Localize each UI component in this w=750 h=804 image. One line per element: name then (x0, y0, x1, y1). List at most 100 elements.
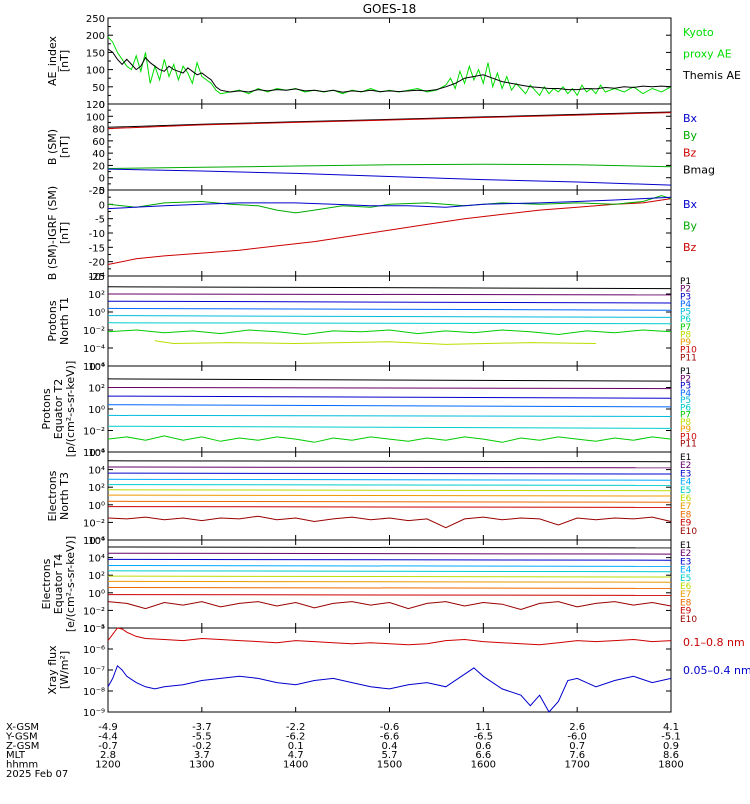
series-line-en-e5 (107, 484, 672, 486)
y-tick-label-xray: 10⁻⁸ (83, 687, 105, 698)
y-axis-label-ae: [nT] (58, 50, 71, 72)
y-axis-label-pe: [p/(cm²-s-sr-keV)] (64, 361, 77, 458)
y-tick-label-ae: 50 (92, 83, 105, 94)
legend-pe-p1: P1 (680, 367, 691, 377)
legend-bigrf-bx: Bx (683, 198, 698, 211)
y-tick-label-b: 0 (99, 174, 105, 185)
footer-value: 1600 (471, 760, 496, 771)
series-line-pn-p1 (107, 286, 672, 290)
legend-ee-e3: E3 (680, 557, 691, 567)
y-tick-label-pn: 10² (88, 290, 105, 301)
legend-en-e7: E7 (680, 502, 691, 512)
y-tick-label-pn: 10⁴ (88, 272, 105, 283)
series-line-pn-p6 (107, 322, 672, 325)
footer-value: 0.1 (288, 741, 304, 752)
footer-value: -5.5 (192, 731, 212, 742)
y-tick-label-ae: 100 (86, 66, 105, 77)
footer-value: 6.6 (475, 750, 491, 761)
y-tick-label-ee: 10⁴ (88, 554, 105, 565)
legend-xray-0-1-0-8-nm: 0.1–0.8 nm (683, 636, 745, 649)
y-tick-label-bigrf: -25 (89, 272, 105, 283)
y-tick-label-pe: 10⁴ (88, 362, 105, 373)
footer-value: 1.1 (475, 722, 491, 733)
y-axis-label-en: Electrons (46, 470, 59, 521)
y-axis-label-pe: Equator T2 (52, 379, 65, 439)
legend-bigrf-bz: Bz (683, 241, 697, 254)
series-line-ee-e1 (107, 546, 672, 549)
legend-ee-e2: E2 (680, 549, 691, 559)
legend-pe-p11: P11 (680, 440, 697, 450)
y-tick-label-ee: 10⁶ (88, 536, 105, 547)
legend-pe-p4: P4 (680, 389, 691, 399)
legend-bigrf-by: By (683, 220, 698, 233)
series-line-ee-e6 (107, 575, 672, 578)
y-axis-label-bigrf: B (SM)-IGRF (SM) (46, 186, 59, 280)
y-tick-label-en: 10⁴ (88, 466, 105, 477)
series-line-bigrf-bx (107, 196, 672, 210)
y-axis-label-en: North T3 (58, 472, 71, 520)
series-line-b-bmag (107, 111, 672, 128)
legend-pe-p3: P3 (680, 382, 691, 392)
footer-value: 8.6 (663, 750, 679, 761)
y-tick-label-b: 60 (92, 137, 105, 148)
footer-value: -6.0 (567, 731, 587, 742)
legend-pn-p8: P8 (680, 330, 691, 340)
footer-value: -4.9 (98, 722, 118, 733)
series-line-pe-p4 (107, 404, 672, 408)
series-line-pn-p8 (154, 340, 596, 345)
series-line-pe-p7 (107, 435, 672, 443)
y-tick-label-ee: 10² (88, 571, 105, 582)
y-axis-label-ee: Electrons (40, 558, 53, 609)
footer-value: -3.7 (192, 722, 212, 733)
footer-value: -6.6 (380, 731, 400, 742)
footer-label-2025-feb-07: 2025 Feb 07 (6, 769, 68, 780)
y-tick-label-ae: 200 (86, 31, 105, 42)
legend-pe-p2: P2 (680, 374, 691, 384)
footer-value: 0.6 (475, 741, 491, 752)
series-line-pn-p4 (107, 307, 672, 311)
y-tick-label-bigrf: -10 (89, 229, 105, 240)
y-tick-label-ae: 250 (86, 14, 105, 25)
legend-pn-p4: P4 (680, 300, 691, 310)
legend-b-by: By (683, 129, 698, 142)
series-line-ee-e4 (107, 565, 672, 567)
legend-ee-e4: E4 (680, 566, 692, 576)
series-line-en-e6 (107, 489, 672, 492)
series-line-en-e1 (107, 460, 672, 463)
footer-value: 3.7 (194, 750, 210, 761)
series-line-pe-p2 (107, 387, 672, 390)
footer-value: -4.4 (98, 731, 118, 742)
legend-ee-e9: E9 (680, 607, 692, 617)
y-tick-label-pe: 10⁻² (83, 427, 105, 438)
series-line-b-bz (107, 112, 672, 130)
y-tick-label-xray: 10⁻⁹ (83, 708, 105, 719)
y-tick-label-en: 10⁰ (88, 501, 105, 512)
series-line-ee-e10 (107, 601, 672, 611)
footer-label-x-gsm: X-GSM (6, 722, 39, 733)
y-tick-label-pe: 10⁰ (88, 405, 105, 416)
series-line-pe-p5 (107, 414, 672, 417)
footer-value: 1200 (95, 760, 120, 771)
legend-en-e1: E1 (680, 453, 691, 463)
series-line-xray-0-1-0-8-nm (107, 627, 672, 646)
series-line-pn-p3 (107, 300, 672, 304)
footer-value: 1800 (658, 760, 683, 771)
legend-pn-p6: P6 (680, 315, 691, 325)
series-line-en-e3 (107, 472, 672, 475)
y-axis-label-bigrf: [nT] (58, 222, 71, 244)
legend-b-bmag: Bmag (683, 164, 715, 177)
footer-value: 2.6 (569, 722, 585, 733)
footer-value: 4.7 (288, 750, 304, 761)
footer-value: 0.9 (663, 741, 679, 752)
footer-value: 7.6 (569, 750, 585, 761)
legend-en-e9: E9 (680, 519, 692, 529)
series-line-en-e8 (107, 500, 672, 503)
series-line-ee-e2 (107, 552, 672, 555)
y-tick-label-ae: 150 (86, 48, 105, 59)
series-line-xray-0-05-0-4-nm (107, 664, 672, 713)
legend-ae-proxy-ae: proxy AE (683, 48, 732, 61)
legend-en-e8: E8 (680, 510, 692, 520)
y-axis-label-ee: [e/(cm²-s-sr-keV)] (64, 536, 77, 632)
series-line-ee-e8 (107, 587, 672, 589)
series-line-pn-p7 (107, 329, 672, 336)
